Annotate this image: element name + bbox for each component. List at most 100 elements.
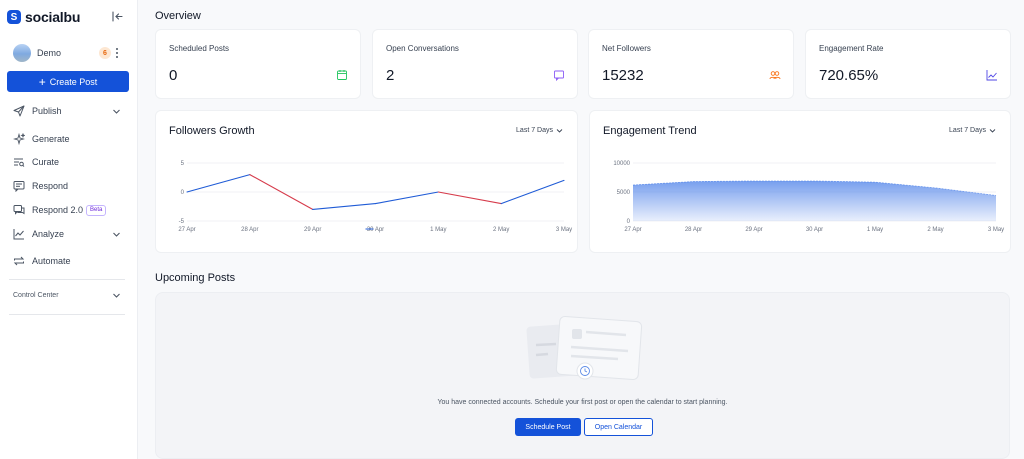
followers-growth-chart: 5 0 -5 27 Apr 28 Apr 29 Apr 30 Apr 1 May 2 May 3 … — [178, 161, 572, 233]
chevron-down-icon — [989, 129, 996, 133]
x-tick-label: 30 Apr — [806, 227, 823, 233]
upcoming-posts-title: Upcoming Posts — [155, 272, 236, 284]
beta-badge: Beta — [86, 204, 107, 216]
y-tick-label: 5 — [181, 161, 185, 167]
sidebar-divider — [9, 314, 125, 315]
x-tick-label: 28 Apr — [685, 227, 702, 233]
chart-title: Engagement Trend — [603, 125, 697, 137]
sidebar-item-label: Respond — [32, 181, 69, 191]
stat-value: 2 — [386, 67, 395, 84]
stat-value: 720.65% — [819, 67, 879, 84]
messages-icon — [13, 205, 25, 215]
stat-value: 0 — [169, 67, 178, 84]
sidebar-item-respond-2[interactable]: Respond 2.0 Beta — [13, 202, 125, 218]
chevron-down-icon[interactable] — [112, 107, 121, 116]
chart-title: Followers Growth — [169, 125, 255, 137]
sidebar-item-label: Publish — [32, 106, 62, 116]
account-switcher[interactable]: Demo 6 — [13, 44, 125, 62]
y-tick-label: -5 — [179, 219, 185, 225]
sidebar-item-analyze[interactable]: Analyze — [13, 226, 125, 242]
chevron-down-icon[interactable] — [112, 230, 121, 239]
stat-label: Scheduled Posts — [169, 44, 230, 53]
stat-card-net-followers[interactable]: Net Followers 15232 — [588, 29, 794, 99]
x-tick-label: 2 May — [927, 227, 943, 233]
x-tick-label: 3 May — [556, 227, 572, 233]
create-post-label: Create Post — [49, 76, 98, 87]
plus-icon: + — [38, 74, 46, 89]
x-tick-label: 1 May — [430, 227, 446, 233]
repeat-icon — [13, 256, 25, 266]
send-icon — [13, 105, 25, 117]
notification-badge: 6 — [99, 47, 111, 59]
empty-posts-illustration — [526, 316, 643, 380]
overview-title: Overview — [155, 10, 201, 22]
x-tick-label: 1 May — [867, 227, 883, 233]
engagement-range-select[interactable]: Last 7 Days — [949, 127, 996, 134]
y-tick-label: 5000 — [617, 190, 631, 196]
sidebar-item-label: Generate — [32, 134, 70, 144]
brand[interactable]: S socialbu — [7, 9, 80, 25]
sidebar-item-publish[interactable]: Publish — [13, 103, 125, 119]
sidebar-item-label: Respond 2.0 — [32, 205, 84, 215]
collapse-sidebar-icon[interactable] — [111, 10, 124, 23]
trend-icon — [986, 70, 997, 81]
stat-value: 15232 — [602, 67, 644, 84]
brand-name: socialbu — [25, 9, 81, 25]
x-tick-label: 27 Apr — [624, 227, 641, 233]
sidebar-item-generate[interactable]: Generate — [13, 131, 125, 147]
sparkles-icon — [13, 133, 25, 145]
line-segment — [437, 191, 502, 205]
x-tick-label: 29 Apr — [745, 227, 762, 233]
sidebar: S socialbu Demo 6 + Create Post Publish … — [0, 0, 138, 459]
chevron-down-icon — [556, 129, 563, 133]
stat-label: Net Followers — [602, 44, 651, 53]
sidebar-item-label: Analyze — [32, 229, 65, 239]
message-icon — [13, 181, 25, 192]
control-center-toggle[interactable]: Control Center — [13, 289, 125, 301]
sidebar-item-label: Automate — [32, 256, 71, 266]
account-name: Demo — [37, 48, 62, 58]
stat-card-engagement-rate[interactable]: Engagement Rate 720.65% — [805, 29, 1011, 99]
open-calendar-button[interactable]: Open Calendar — [584, 418, 653, 436]
create-post-button[interactable]: + Create Post — [7, 71, 129, 92]
range-select-label: Last 7 Days — [949, 127, 986, 134]
control-center-label: Control Center — [13, 291, 59, 299]
curate-list-icon — [14, 158, 25, 167]
line-segment — [374, 191, 439, 205]
stat-label: Open Conversations — [386, 44, 459, 53]
more-options-icon[interactable] — [113, 46, 121, 60]
socialbu-logo-icon: S — [7, 10, 21, 24]
stat-label: Engagement Rate — [819, 44, 884, 53]
line-segment — [500, 179, 565, 205]
schedule-post-button[interactable]: Schedule Post — [515, 418, 581, 436]
followers-growth-card: Followers Growth Last 7 Days 5 0 -5 27 Apr 2… — [155, 110, 578, 253]
users-icon — [769, 71, 781, 80]
line-chart-icon — [13, 229, 24, 240]
sidebar-item-respond[interactable]: Respond — [13, 178, 125, 194]
avatar — [13, 44, 31, 62]
chevron-down-icon — [113, 293, 120, 298]
sidebar-item-automate[interactable]: Automate — [13, 253, 125, 269]
area-series — [633, 180, 996, 221]
line-segment — [249, 174, 314, 210]
followers-range-select[interactable]: Last 7 Days — [516, 127, 563, 134]
x-tick-label: 29 Apr — [304, 227, 321, 233]
empty-state-message: You have connected accounts. Schedule yo… — [437, 399, 728, 406]
x-tick-label: 28 Apr — [241, 227, 258, 233]
x-tick-label: 27 Apr — [178, 227, 195, 233]
range-select-label: Last 7 Days — [516, 127, 553, 134]
stat-card-open-conversations[interactable]: Open Conversations 2 — [372, 29, 578, 99]
sidebar-divider — [9, 279, 125, 280]
upcoming-posts-empty-state: You have connected accounts. Schedule yo… — [155, 292, 1010, 459]
y-tick-label: 0 — [181, 190, 185, 196]
sidebar-item-curate[interactable]: Curate — [13, 154, 125, 170]
engagement-trend-card: Engagement Trend Last 7 Days 10000 5000 0 2… — [589, 110, 1011, 253]
stat-card-scheduled-posts[interactable]: Scheduled Posts 0 — [155, 29, 361, 99]
sidebar-item-label: Curate — [32, 157, 60, 167]
line-segment — [312, 203, 377, 210]
calendar-icon — [337, 70, 347, 80]
x-tick-label: 3 May — [988, 227, 1004, 233]
y-tick-label: 0 — [627, 219, 631, 225]
line-segment — [186, 174, 251, 193]
engagement-trend-chart: 10000 5000 0 27 Apr 28 Apr 29 Apr 30 Apr 1 May 2… — [613, 161, 1004, 233]
